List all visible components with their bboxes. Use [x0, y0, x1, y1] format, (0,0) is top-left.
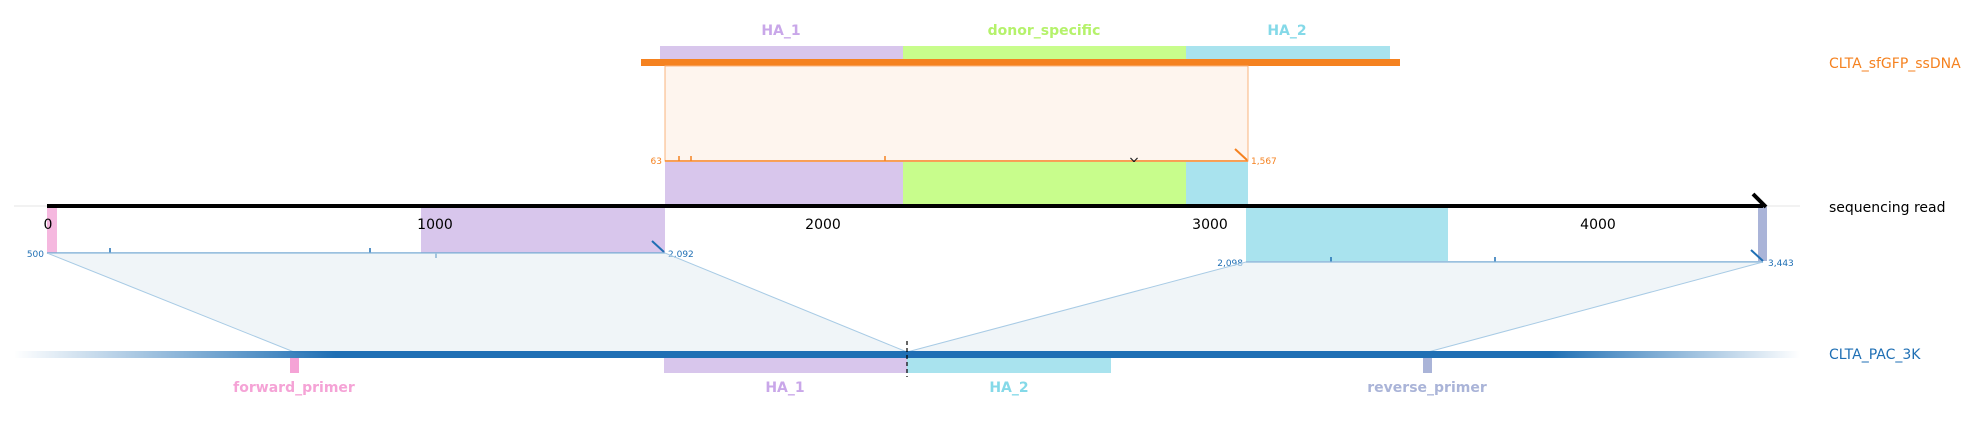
- read-right-alignment-end-hook: [1750, 249, 1764, 262]
- axis-tick-4000: 4000: [1580, 217, 1616, 233]
- reference-projections: [46, 252, 1764, 353]
- donor-track-label: CLTA_sfGFP_ssDNA: [1829, 56, 1961, 72]
- read-donor-ha2-block: [1186, 162, 1248, 206]
- reference-track-label: CLTA_PAC_3K: [1829, 347, 1921, 363]
- donor-feature-ha1-block: [660, 46, 903, 62]
- donor-projection: [664, 65, 1249, 162]
- donor-alignment-end: 1,567: [1251, 157, 1277, 167]
- reference-reverse-primer-label: reverse_primer: [1367, 380, 1487, 396]
- donor-feature-ha2-block: [1186, 46, 1390, 62]
- read-donor-specific-block: [903, 162, 1186, 206]
- read-ref-ha1-block: [421, 207, 665, 253]
- donor-feature-donor-specific-block: [903, 46, 1186, 62]
- reference-bar: [14, 351, 1800, 358]
- read-track-label: sequencing read: [1829, 200, 1945, 216]
- reference-ha1-label: HA_1: [765, 380, 804, 396]
- reference-ha1-block: [664, 358, 907, 373]
- read-right-alignment-end: 3,443: [1768, 259, 1794, 269]
- reference-ha2-block: [907, 358, 1111, 373]
- donor-feature-ha2-label: HA_2: [1267, 23, 1306, 39]
- reference-reverse-primer-block: [1423, 358, 1432, 373]
- read-right-alignment-start: 2,098: [1217, 259, 1243, 269]
- read-reverse-primer-block: [1758, 207, 1767, 261]
- donor-bar: [641, 59, 1400, 66]
- donor-track: HA_1 donor_specific HA_2 CLTA_sfGFP_ssDN…: [641, 23, 1961, 206]
- read-track: sequencing read 0 1000 2000 3000 4000 50…: [14, 192, 1945, 269]
- reference-right-projection: [906, 261, 1764, 353]
- read-ref-ha2-block: [1246, 207, 1448, 261]
- read-left-alignment-end: 2,092: [668, 250, 694, 260]
- donor-alignment-end-hook: [1234, 148, 1248, 161]
- axis-tick-1000: 1000: [417, 217, 453, 233]
- read-forward-primer-block: [47, 207, 57, 253]
- donor-feature-donor-specific-label: donor_specific: [988, 23, 1101, 39]
- reference-track: forward_primer HA_1 HA_2 reverse_primer …: [14, 341, 1921, 396]
- donor-feature-ha1-label: HA_1: [761, 23, 800, 39]
- read-donor-ha1-block: [665, 162, 903, 206]
- read-end-arrow: [1751, 192, 1768, 209]
- donor-alignment-start: 63: [651, 157, 662, 167]
- axis-tick-3000: 3000: [1192, 217, 1228, 233]
- reference-left-projection: [46, 252, 908, 353]
- axis-ticks: 0 1000 2000 3000 4000: [44, 217, 1616, 233]
- reference-ha2-label: HA_2: [989, 380, 1028, 396]
- axis-tick-0: 0: [44, 217, 53, 233]
- reference-forward-primer-block: [290, 358, 299, 373]
- read-left-alignment-end-hook: [651, 240, 665, 253]
- reference-forward-primer-label: forward_primer: [233, 380, 355, 396]
- axis-tick-2000: 2000: [805, 217, 841, 233]
- read-left-alignment-start: 500: [27, 250, 44, 260]
